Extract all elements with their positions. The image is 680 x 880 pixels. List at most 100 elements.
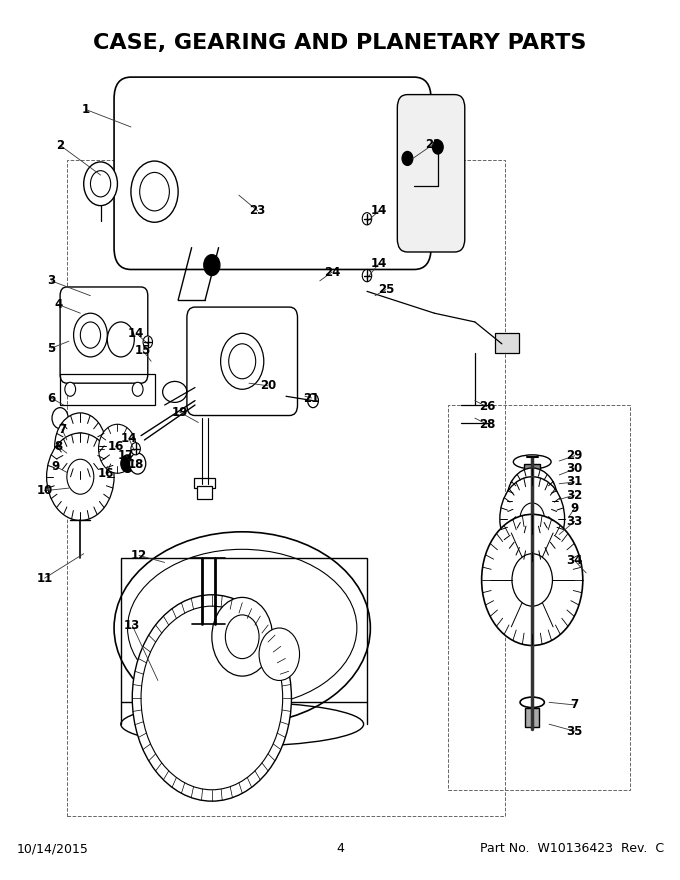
Circle shape xyxy=(520,503,545,534)
Text: 28: 28 xyxy=(479,418,495,430)
Text: 12: 12 xyxy=(131,549,147,562)
Ellipse shape xyxy=(520,697,545,708)
Circle shape xyxy=(65,382,75,396)
Text: 15: 15 xyxy=(135,344,151,357)
Circle shape xyxy=(507,468,558,534)
Bar xyxy=(524,464,541,480)
Circle shape xyxy=(362,213,372,225)
Text: 7: 7 xyxy=(58,423,66,436)
Text: 14: 14 xyxy=(121,432,137,444)
Text: 25: 25 xyxy=(377,283,394,296)
FancyBboxPatch shape xyxy=(187,307,298,415)
Text: 33: 33 xyxy=(566,515,583,528)
Text: 29: 29 xyxy=(566,449,583,462)
Bar xyxy=(197,487,212,500)
Bar xyxy=(448,405,630,789)
Ellipse shape xyxy=(58,451,102,468)
Bar xyxy=(194,478,215,488)
Ellipse shape xyxy=(513,528,551,544)
Text: 20: 20 xyxy=(260,379,276,392)
Text: 3: 3 xyxy=(48,275,55,288)
Text: 7: 7 xyxy=(571,699,579,711)
Text: 16: 16 xyxy=(107,441,124,453)
Circle shape xyxy=(512,554,552,606)
Circle shape xyxy=(131,443,140,455)
Circle shape xyxy=(104,431,131,466)
Bar xyxy=(60,374,154,405)
Ellipse shape xyxy=(513,455,551,469)
Circle shape xyxy=(130,453,146,474)
Text: 34: 34 xyxy=(566,554,583,568)
Circle shape xyxy=(220,334,264,389)
Circle shape xyxy=(259,628,299,680)
Text: 11: 11 xyxy=(37,572,53,584)
Circle shape xyxy=(52,407,68,429)
Circle shape xyxy=(54,413,106,480)
Circle shape xyxy=(228,344,256,378)
Text: 26: 26 xyxy=(479,400,495,414)
Circle shape xyxy=(131,161,178,223)
Text: 5: 5 xyxy=(47,341,56,355)
Circle shape xyxy=(500,477,564,561)
Text: 4: 4 xyxy=(336,842,344,855)
Circle shape xyxy=(432,140,443,154)
Circle shape xyxy=(133,595,292,801)
Circle shape xyxy=(307,393,318,407)
Text: 8: 8 xyxy=(54,441,63,453)
Text: 16: 16 xyxy=(98,466,114,480)
Circle shape xyxy=(99,424,136,473)
Text: 35: 35 xyxy=(566,725,583,737)
Circle shape xyxy=(84,162,118,206)
Text: 14: 14 xyxy=(128,326,145,340)
Ellipse shape xyxy=(511,476,554,492)
Text: 6: 6 xyxy=(47,392,56,405)
Circle shape xyxy=(522,488,543,514)
Text: 10: 10 xyxy=(37,484,53,497)
Text: 14: 14 xyxy=(371,204,388,217)
Circle shape xyxy=(70,433,90,459)
FancyBboxPatch shape xyxy=(397,94,464,252)
Bar xyxy=(67,160,505,816)
Text: 30: 30 xyxy=(566,462,583,475)
Text: 18: 18 xyxy=(128,458,145,471)
Circle shape xyxy=(225,615,259,658)
Text: 24: 24 xyxy=(324,266,340,279)
Text: 31: 31 xyxy=(566,475,583,488)
Text: Part No.  W10136423  Rev.  C: Part No. W10136423 Rev. C xyxy=(479,842,664,855)
Text: 32: 32 xyxy=(566,488,583,502)
Circle shape xyxy=(133,382,143,396)
Circle shape xyxy=(67,459,94,495)
Text: 1: 1 xyxy=(82,103,90,116)
Text: 13: 13 xyxy=(124,619,140,632)
Ellipse shape xyxy=(114,532,371,724)
Text: 19: 19 xyxy=(171,406,188,419)
Circle shape xyxy=(362,269,372,282)
Text: CASE, GEARING AND PLANETARY PARTS: CASE, GEARING AND PLANETARY PARTS xyxy=(93,33,587,54)
Circle shape xyxy=(139,172,169,211)
Circle shape xyxy=(141,606,283,789)
Circle shape xyxy=(212,598,273,676)
Circle shape xyxy=(80,322,101,348)
Text: 21: 21 xyxy=(303,392,320,405)
Circle shape xyxy=(121,455,134,473)
Text: 10/14/2015: 10/14/2015 xyxy=(16,842,88,855)
Circle shape xyxy=(204,254,220,275)
Text: 9: 9 xyxy=(51,459,60,473)
Circle shape xyxy=(402,151,413,165)
Text: 17: 17 xyxy=(118,449,135,462)
FancyBboxPatch shape xyxy=(60,287,148,383)
Circle shape xyxy=(481,514,583,646)
Circle shape xyxy=(143,336,152,348)
Text: 14: 14 xyxy=(371,257,388,270)
Circle shape xyxy=(90,171,111,197)
FancyBboxPatch shape xyxy=(114,77,431,269)
Bar xyxy=(526,708,539,727)
Circle shape xyxy=(47,433,114,520)
Text: 9: 9 xyxy=(571,502,579,515)
Text: 22: 22 xyxy=(425,138,441,151)
Text: 2: 2 xyxy=(56,139,64,152)
Bar xyxy=(121,558,367,702)
Text: 23: 23 xyxy=(250,204,266,217)
Circle shape xyxy=(107,322,134,357)
Text: 4: 4 xyxy=(54,298,62,311)
